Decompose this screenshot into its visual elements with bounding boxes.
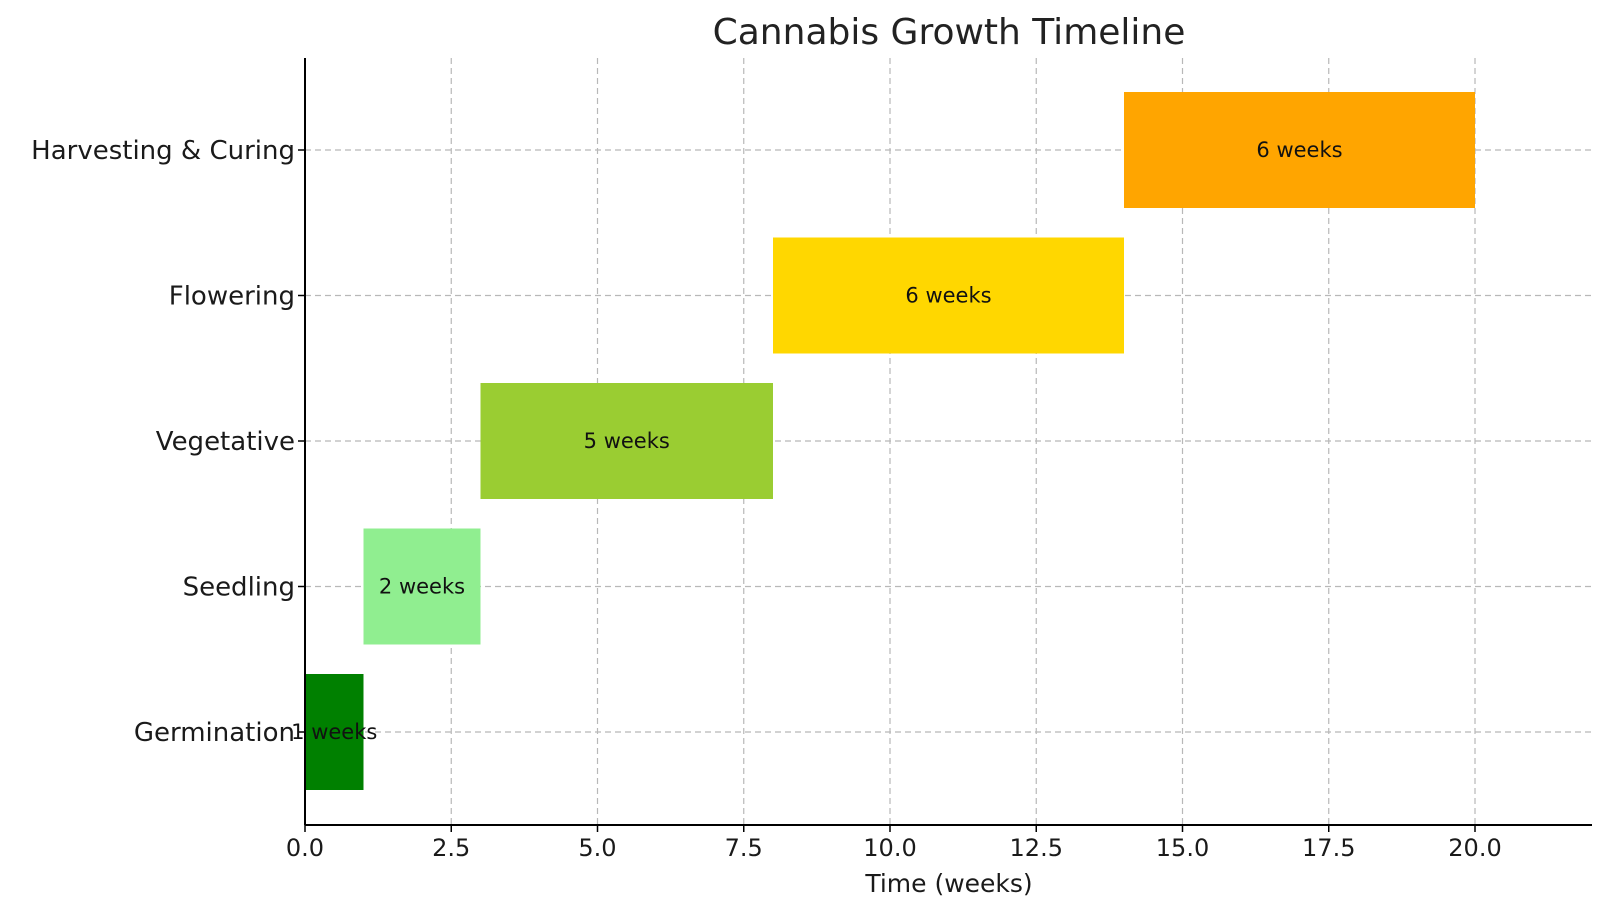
label-layer: 1 weeks 2 weeks 5 weeks 6 weeks 6 weeks — [291, 138, 1342, 744]
x-tick-label: 0.0 — [286, 834, 324, 862]
bar-data-label: 2 weeks — [379, 575, 465, 599]
x-tick-label: 7.5 — [725, 834, 763, 862]
x-tick-label: 12.5 — [1010, 834, 1063, 862]
chart-title: Cannabis Growth Timeline — [713, 12, 1186, 53]
x-tick-label: 20.0 — [1448, 834, 1501, 862]
category-label: Germination — [134, 718, 295, 748]
category-label: Harvesting & Curing — [31, 136, 295, 166]
x-tick-label: 5.0 — [578, 834, 616, 862]
category-label: Vegetative — [156, 427, 295, 457]
bar — [773, 237, 1124, 354]
bar-data-label: 1 weeks — [291, 720, 377, 744]
bar-data-label: 5 weeks — [584, 429, 670, 453]
x-tick-label: 10.0 — [863, 834, 916, 862]
category-label: Flowering — [169, 282, 295, 312]
bar — [480, 383, 773, 499]
tick-layer: 0.0 2.5 5.0 7.5 10.0 12.5 15.0 17.5 20.0 Germinat… — [31, 136, 1502, 862]
x-tick-label: 15.0 — [1156, 834, 1209, 862]
bar — [363, 528, 481, 645]
bar-data-label: 6 weeks — [905, 284, 991, 308]
bar — [1124, 92, 1475, 208]
bar-data-label: 6 weeks — [1256, 138, 1342, 162]
x-tick-label: 2.5 — [432, 834, 470, 862]
x-axis-label: Time (weeks) — [864, 869, 1032, 898]
bar — [305, 674, 364, 790]
category-label: Seedling — [183, 573, 295, 603]
x-tick-label: 17.5 — [1302, 834, 1355, 862]
bar-layer — [305, 92, 1475, 790]
